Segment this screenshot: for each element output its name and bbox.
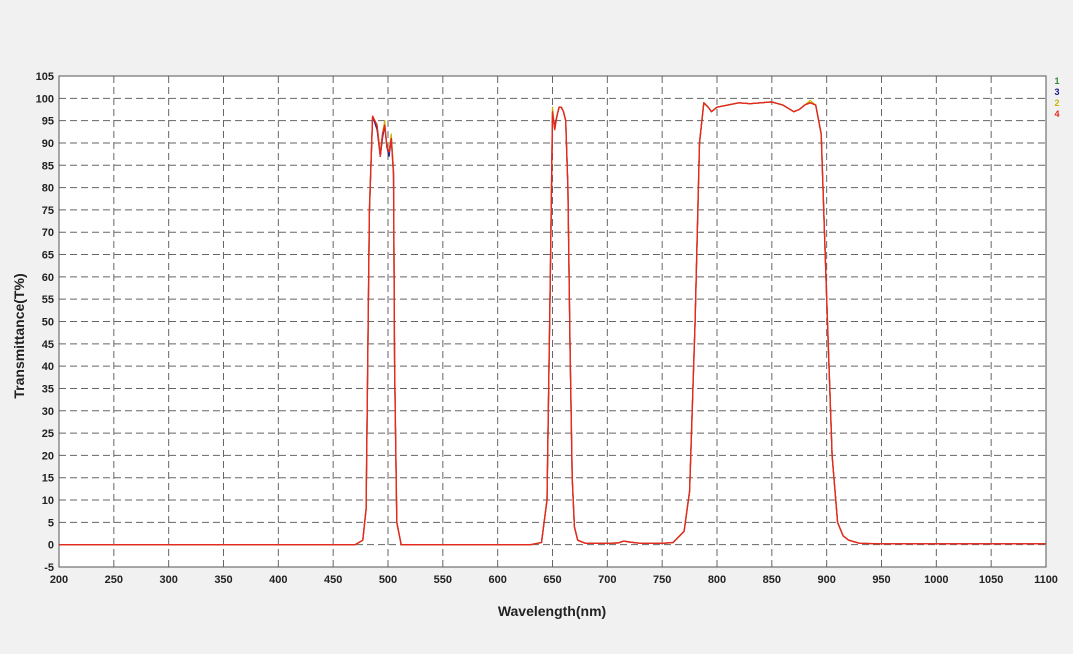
x-tick-label: 550 bbox=[434, 574, 452, 586]
y-tick-label: 100 bbox=[36, 93, 54, 105]
x-tick-label: 700 bbox=[598, 574, 616, 586]
y-tick-label: 80 bbox=[42, 183, 54, 195]
legend-entry-1: 1 bbox=[1054, 76, 1059, 86]
y-tick-label: 95 bbox=[42, 116, 54, 128]
y-tick-label: 15 bbox=[42, 473, 54, 485]
x-tick-label: 1100 bbox=[1034, 574, 1058, 586]
x-axis-title: Wavelength(nm) bbox=[498, 603, 606, 619]
x-tick-label: 950 bbox=[872, 574, 890, 586]
x-tick-label: 750 bbox=[653, 574, 671, 586]
y-tick-label: 45 bbox=[42, 339, 54, 351]
y-tick-label: 75 bbox=[42, 205, 54, 217]
y-tick-label: 70 bbox=[42, 227, 54, 239]
y-tick-label: 55 bbox=[42, 294, 54, 306]
x-tick-label: 250 bbox=[105, 574, 123, 586]
x-tick-label: 650 bbox=[543, 574, 561, 586]
y-tick-label: 0 bbox=[48, 540, 54, 552]
x-tick-label: 200 bbox=[50, 574, 68, 586]
y-tick-label: 10 bbox=[42, 495, 54, 507]
y-tick-label: -5 bbox=[44, 562, 54, 574]
x-tick-label: 300 bbox=[159, 574, 177, 586]
series-lines bbox=[59, 99, 1046, 546]
x-tick-label: 600 bbox=[488, 574, 506, 586]
x-tick-label: 400 bbox=[269, 574, 287, 586]
x-tick-label: 900 bbox=[817, 574, 835, 586]
plot-frame bbox=[58, 75, 1047, 568]
y-tick-label: 90 bbox=[42, 138, 54, 150]
y-tick-label: 20 bbox=[42, 450, 54, 462]
x-tick-label: 850 bbox=[763, 574, 781, 586]
x-tick-label: 450 bbox=[324, 574, 342, 586]
x-tick-label: 1000 bbox=[924, 574, 948, 586]
y-axis-title: Transmittance(T%) bbox=[11, 273, 27, 398]
x-tick-label: 1050 bbox=[979, 574, 1003, 586]
y-tick-label: 65 bbox=[42, 250, 54, 262]
y-tick-label: 5 bbox=[48, 517, 54, 529]
x-tick-label: 500 bbox=[379, 574, 397, 586]
series-line-4 bbox=[59, 101, 1046, 546]
x-tick-label: 350 bbox=[214, 574, 232, 586]
y-tick-label: 30 bbox=[42, 406, 54, 418]
y-tick-label: 105 bbox=[36, 71, 54, 83]
y-tick-label: 50 bbox=[42, 317, 54, 329]
legend-entry-2: 2 bbox=[1054, 98, 1059, 108]
x-tick-labels: 200 250 300 350 400 450 500 550 600 650 700 750 800 8… bbox=[50, 574, 1058, 586]
legend-entry-4: 4 bbox=[1054, 109, 1059, 119]
y-tick-labels: -5 0 5 10 15 20 25 30 35 40 45 50 55 60 65 70 75 80 85 90 95… bbox=[36, 71, 54, 574]
x-tick-label: 800 bbox=[708, 574, 726, 586]
y-tick-label: 25 bbox=[42, 428, 54, 440]
y-tick-label: 60 bbox=[42, 272, 54, 284]
y-tick-label: 85 bbox=[42, 160, 54, 172]
legend-entry-3: 3 bbox=[1054, 87, 1059, 97]
y-tick-label: 35 bbox=[42, 383, 54, 395]
y-tick-label: 40 bbox=[42, 361, 54, 373]
